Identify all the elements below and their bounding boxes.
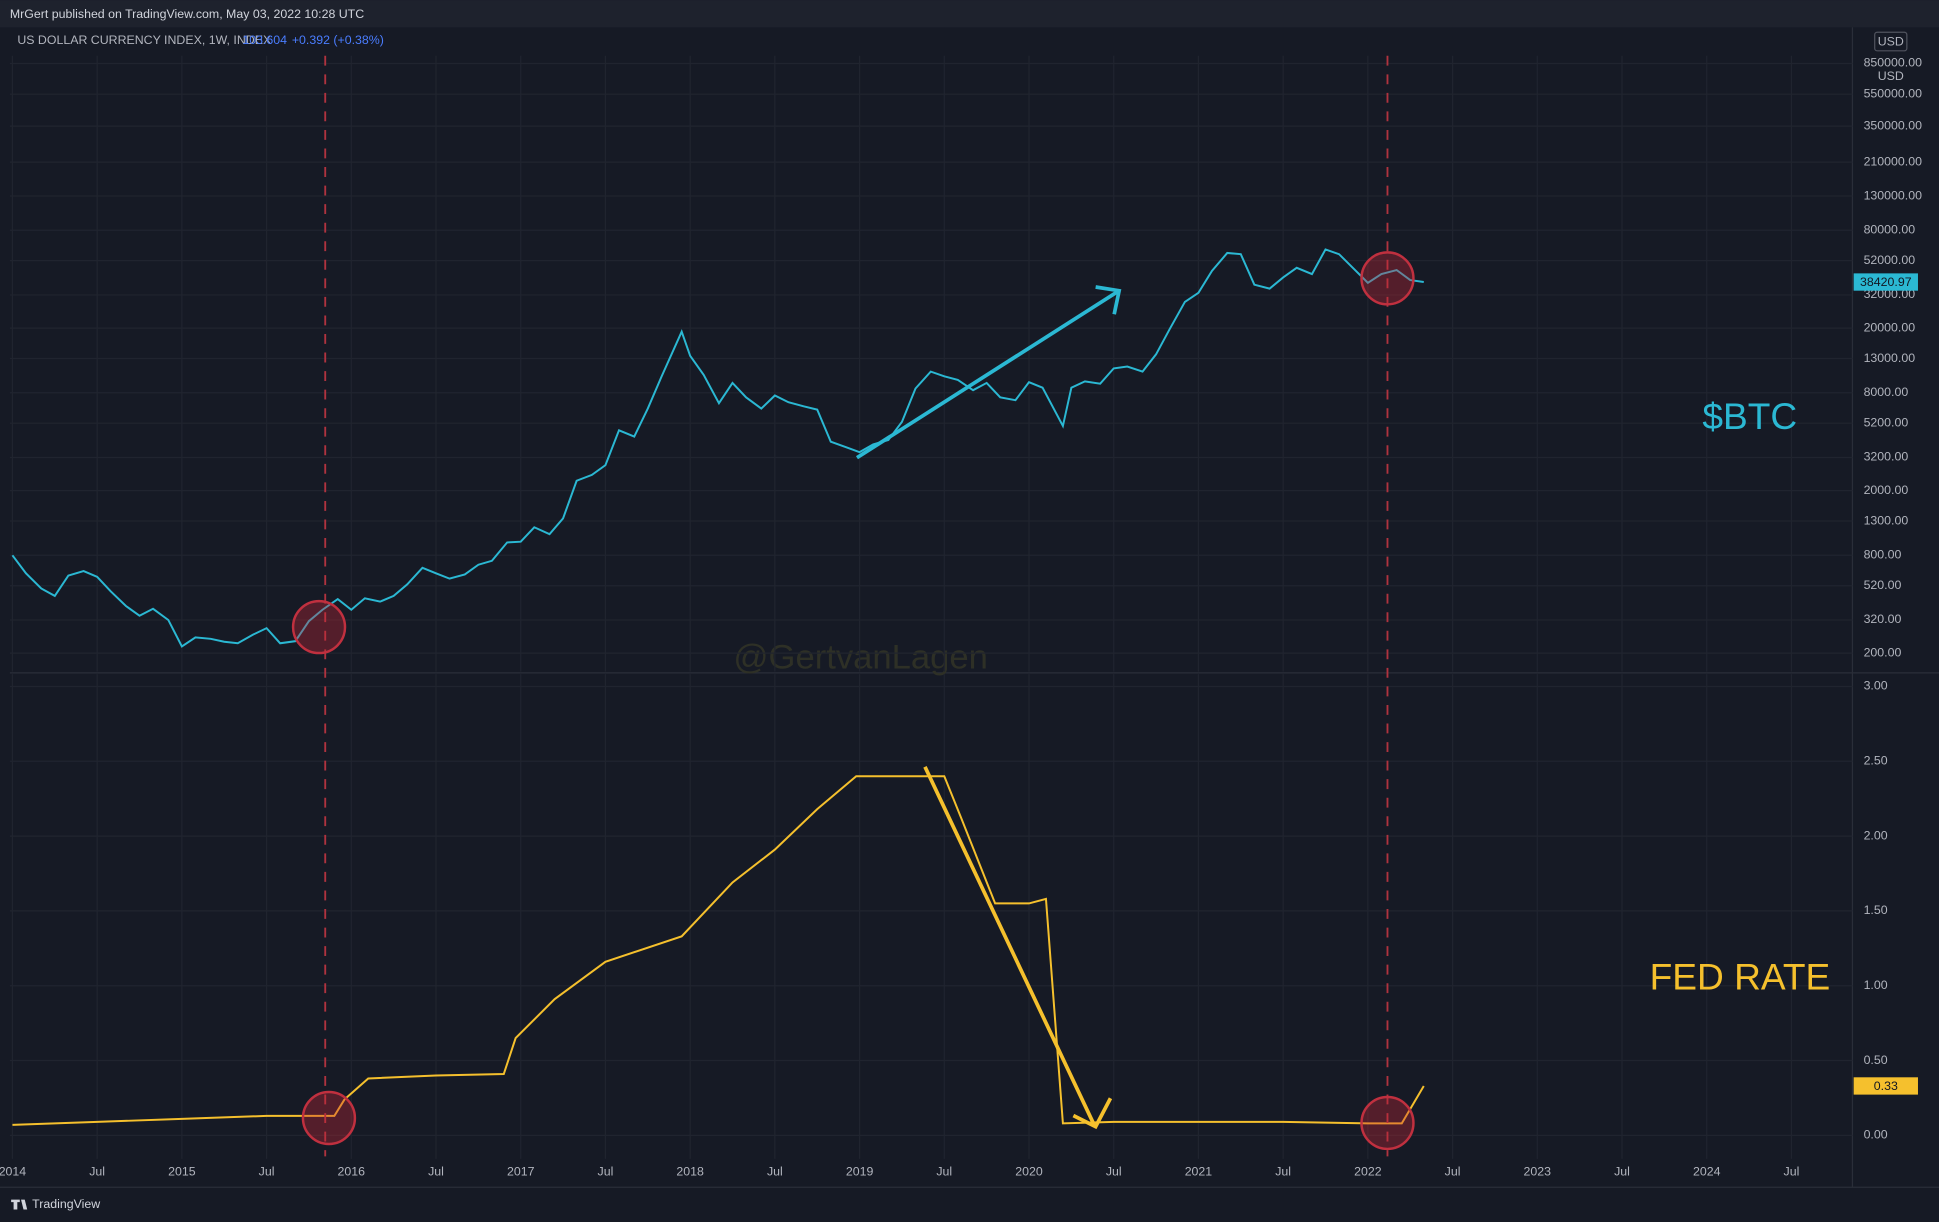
x-tick-label: Jul [767,1165,783,1179]
data-line [11,248,1424,648]
y-tick-label: 0.50 [1864,1053,1888,1067]
x-tick-label: 2022 [1354,1165,1382,1179]
y-tick-label: 2.00 [1864,828,1888,842]
y-tick-label: 1300.00 [1864,513,1909,527]
currency-badge [1874,31,1908,52]
last-value-badge [1853,273,1918,291]
y-tick-label: 0.00 [1864,1128,1888,1142]
highlight-circle [1360,1095,1415,1151]
x-tick-label: 2016 [338,1165,366,1179]
y-tick-label: 3200.00 [1864,450,1909,464]
y-tick-label: 800.00 [1864,548,1902,562]
x-tick-label: Jul [259,1165,275,1179]
x-tick-label: Jul [1275,1165,1291,1179]
last-value-badge [1853,1077,1918,1095]
trend-arrow [855,285,1122,460]
y-tick-label: 520.00 [1864,578,1902,592]
y-tick-label: 210000.00 [1864,154,1923,168]
x-tick-label: 2023 [1524,1165,1552,1179]
y-tick-label: 80000.00 [1864,223,1916,237]
logo [11,1199,28,1210]
x-tick-label: 2014 [0,1165,26,1179]
y-tick-label: 32000.00 [1864,287,1916,301]
y-tick-label: 320.00 [1864,612,1902,626]
y-tick-label: 2.50 [1864,754,1888,768]
price: 103.604 [242,33,287,47]
axis-currency: USD [1878,69,1904,83]
y-tick-label: 20000.00 [1864,320,1916,334]
y-tick-label: 850000.00 [1864,56,1923,70]
y-tick-label: 5200.00 [1864,415,1909,429]
y-tick-label: 550000.00 [1864,86,1923,100]
y-tick-label: 1.50 [1864,903,1888,917]
x-tick-label: Jul [1445,1165,1461,1179]
y-tick-label: 2000.00 [1864,483,1909,497]
x-tick-label: 2019 [846,1165,874,1179]
highlight-circle [1360,251,1415,306]
highlight-circle [301,1090,357,1146]
annotations [291,55,1415,1157]
x-tick-label: Jul [89,1165,105,1179]
y-tick-label: 200.00 [1864,645,1902,659]
x-tick-label: 2024 [1693,1165,1721,1179]
x-tick-label: Jul [428,1165,444,1179]
highlight-circle [291,599,347,655]
x-tick-label: 2015 [168,1165,196,1179]
publisher: MrGert published on TradingView.com, May… [10,7,364,21]
annotation-btc: $BTC [1702,395,1797,437]
x-tick-label: Jul [1106,1165,1122,1179]
x-tick-label: Jul [1784,1165,1800,1179]
x-tick-label: Jul [1614,1165,1630,1179]
y-tick-label: 130000.00 [1864,188,1923,202]
annotation-fed: FED RATE [1650,955,1831,997]
x-tick-label: Jul [936,1165,952,1179]
data-line [12,775,1425,1126]
footer: TradingView [32,1197,100,1211]
y-tick-label: 1.00 [1864,978,1888,992]
x-tick-label: 2018 [676,1165,704,1179]
y-tick-label: 52000.00 [1864,253,1916,267]
x-tick-label: 2017 [507,1165,535,1179]
x-tick-label: Jul [598,1165,614,1179]
currency: USD [1878,34,1904,48]
y-tick-label: 8000.00 [1864,385,1909,399]
y-tick-label: 350000.00 [1864,118,1923,132]
trend-arrow [923,766,1113,1130]
top-bar [0,0,1939,28]
change: +0.392 (+0.38%) [292,33,384,47]
x-tick-label: 2020 [1015,1165,1043,1179]
y-tick-label: 3.00 [1864,679,1888,693]
last-value-label: 38420.97 [1860,275,1912,289]
last-value-label: 0.33 [1874,1079,1898,1093]
y-tick-label: 13000.00 [1864,351,1916,365]
watermark: @GertvanLagen [733,638,987,676]
symbol: US DOLLAR CURRENCY INDEX, 1W, INDEX [17,33,271,47]
x-tick-label: 2021 [1185,1165,1213,1179]
